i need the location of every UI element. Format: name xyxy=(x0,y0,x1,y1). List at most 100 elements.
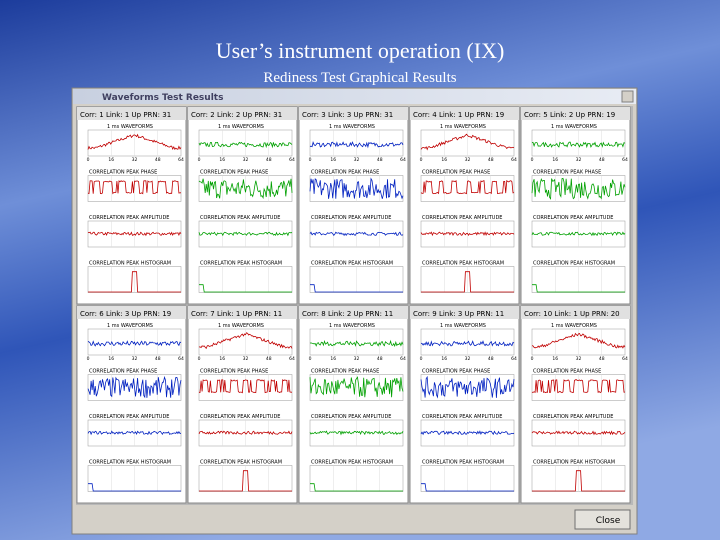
x-tick-label: 0 xyxy=(198,356,201,362)
window-title: Waveforms Test Results xyxy=(102,93,223,103)
panel-header: Corr: 1 Link: 1 Up PRN: 31 xyxy=(80,111,171,119)
panel-header: Corr: 3 Link: 3 Up PRN: 31 xyxy=(302,111,393,119)
x-tick-label: 64 xyxy=(178,157,184,163)
plot-label: 1 ms WAVEFORMS xyxy=(107,323,153,329)
x-tick-label: 16 xyxy=(108,157,114,163)
waveform xyxy=(309,177,404,200)
plot-label: CORRELATION PEAK PHASE xyxy=(311,170,379,176)
waveform xyxy=(199,470,292,492)
plot-label: CORRELATION PEAK HISTOGRAM xyxy=(89,261,171,267)
x-tick-label: 64 xyxy=(289,356,295,362)
panel-header-bg xyxy=(299,107,408,120)
button-frame[interactable] xyxy=(574,509,631,530)
plot-label: CORRELATION PEAK HISTOGRAM xyxy=(311,460,393,466)
plot-label: CORRELATION PEAK HISTOGRAM xyxy=(422,261,504,267)
waveform xyxy=(421,483,514,492)
button-label[interactable]: Close xyxy=(596,516,621,526)
x-tick-label: 64 xyxy=(400,356,406,362)
title-bar xyxy=(73,89,636,104)
x-tick-label: 32 xyxy=(243,356,249,362)
panel: Corr: 2 Link: 2 Up PRN: 31 1 ms WAVEFORMS… xyxy=(187,106,298,305)
plot-label: CORRELATION PEAK AMPLITUDE xyxy=(89,215,169,221)
plot-label: CORRELATION PEAK HISTOGRAM xyxy=(533,460,615,466)
x-tick-label: 0 xyxy=(420,356,423,362)
panel-header: Corr: 2 Link: 2 Up PRN: 31 xyxy=(191,111,282,119)
x-tick-label: 64 xyxy=(622,356,628,362)
waveform xyxy=(87,430,182,436)
waveform xyxy=(420,340,515,347)
panel-header-bg xyxy=(521,306,630,319)
panel-header-bg xyxy=(188,107,297,120)
waveform xyxy=(310,483,403,492)
waveform xyxy=(421,271,514,293)
plot-label: CORRELATION PEAK AMPLITUDE xyxy=(311,414,391,420)
waveform xyxy=(420,375,515,399)
waveform xyxy=(198,178,293,200)
waveform xyxy=(531,231,626,237)
waveform xyxy=(420,430,515,436)
x-tick-label: 32 xyxy=(576,157,582,163)
waveform xyxy=(420,133,515,151)
panel-header: Corr: 4 Link: 1 Up PRN: 19 xyxy=(413,111,504,119)
plot-label: 1 ms WAVEFORMS xyxy=(440,124,486,130)
x-tick-label: 16 xyxy=(330,356,336,362)
plot-label: CORRELATION PEAK HISTOGRAM xyxy=(422,460,504,466)
x-tick-label: 48 xyxy=(155,157,161,163)
waveform xyxy=(531,177,626,200)
x-tick-label: 16 xyxy=(108,356,114,362)
plot-label: CORRELATION PEAK AMPLITUDE xyxy=(533,215,613,221)
panel-header: Corr: 7 Link: 1 Up PRN: 11 xyxy=(191,310,282,318)
x-tick-label: 32 xyxy=(354,356,360,362)
slide-subtitle: Rediness Test Graphical Results xyxy=(263,70,456,86)
panel: Corr: 1 Link: 1 Up PRN: 31 1 ms WAVEFORMS… xyxy=(76,106,187,305)
waveform xyxy=(531,332,626,349)
plot-label: 1 ms WAVEFORMS xyxy=(440,323,486,329)
waveform xyxy=(420,231,515,237)
plot-label: CORRELATION PEAK AMPLITUDE xyxy=(311,215,391,221)
plot-label: 1 ms WAVEFORMS xyxy=(107,124,153,130)
x-tick-label: 64 xyxy=(622,157,628,163)
plot-label: CORRELATION PEAK HISTOGRAM xyxy=(200,460,282,466)
x-tick-label: 0 xyxy=(309,157,312,163)
waveform xyxy=(87,180,181,195)
x-tick-label: 48 xyxy=(488,356,494,362)
x-tick-label: 16 xyxy=(219,356,225,362)
plot-label: CORRELATION PEAK HISTOGRAM xyxy=(200,261,282,267)
window-control[interactable] xyxy=(621,90,634,103)
waveform xyxy=(309,376,404,398)
waveform xyxy=(531,379,626,394)
plot-label: CORRELATION PEAK HISTOGRAM xyxy=(311,261,393,267)
x-tick-label: 0 xyxy=(198,157,201,163)
x-tick-label: 32 xyxy=(132,356,138,362)
x-tick-label: 0 xyxy=(309,356,312,362)
plot-label: CORRELATION PEAK PHASE xyxy=(422,170,490,176)
x-tick-label: 48 xyxy=(599,157,605,163)
panel: Corr: 6 Link: 3 Up PRN: 19 1 ms WAVEFORMS… xyxy=(76,305,187,504)
x-tick-label: 48 xyxy=(599,356,605,362)
plot-label: CORRELATION PEAK AMPLITUDE xyxy=(200,215,280,221)
x-tick-label: 16 xyxy=(441,157,447,163)
panel: Corr: 7 Link: 1 Up PRN: 11 1 ms WAVEFORMS… xyxy=(187,305,298,504)
waveform xyxy=(420,179,515,195)
panel-header: Corr: 8 Link: 2 Up PRN: 11 xyxy=(302,310,393,318)
x-tick-label: 32 xyxy=(465,157,471,163)
panel-header-bg xyxy=(410,107,519,120)
plot-label: 1 ms WAVEFORMS xyxy=(218,124,264,130)
x-tick-label: 0 xyxy=(531,356,534,362)
plot-label: CORRELATION PEAK HISTOGRAM xyxy=(533,261,615,267)
plot-label: CORRELATION PEAK AMPLITUDE xyxy=(200,414,280,420)
plot-label: CORRELATION PEAK AMPLITUDE xyxy=(533,414,613,420)
panel: Corr: 3 Link: 3 Up PRN: 31 1 ms WAVEFORMS… xyxy=(298,106,409,305)
x-tick-label: 64 xyxy=(511,356,517,362)
x-tick-label: 48 xyxy=(266,356,272,362)
waveform xyxy=(309,140,404,149)
panel: Corr: 8 Link: 2 Up PRN: 11 1 ms WAVEFORMS… xyxy=(298,305,409,504)
close-button[interactable]: Close xyxy=(574,509,631,530)
panel-header-bg xyxy=(521,107,630,120)
x-tick-label: 64 xyxy=(289,157,295,163)
waveform xyxy=(532,284,625,293)
panel-header-bg xyxy=(77,306,186,319)
panel-header: Corr: 6 Link: 3 Up PRN: 19 xyxy=(80,310,171,318)
